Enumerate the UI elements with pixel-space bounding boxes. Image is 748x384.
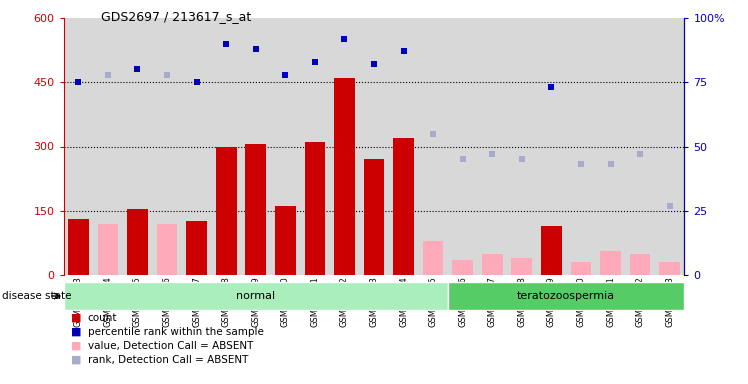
Bar (364, 159, 384, 275)
Bar (571, 262, 591, 275)
Text: disease state: disease state (2, 291, 72, 301)
Text: percentile rank within the sample: percentile rank within the sample (88, 327, 263, 337)
Bar (448, 282, 684, 310)
Bar (330, 18, 359, 275)
Text: ■: ■ (71, 341, 82, 351)
Text: ■: ■ (71, 327, 82, 337)
Text: ■: ■ (71, 313, 82, 323)
Bar (186, 222, 207, 275)
Bar (97, 223, 118, 275)
Bar (600, 252, 621, 275)
Bar (271, 18, 300, 275)
Bar (448, 18, 477, 275)
Bar (423, 241, 444, 275)
Bar (595, 18, 625, 275)
Bar (156, 223, 177, 275)
Bar (212, 18, 241, 275)
Bar (507, 18, 536, 275)
Bar (300, 18, 330, 275)
Bar (275, 207, 295, 275)
Text: teratozoospermia: teratozoospermia (517, 291, 615, 301)
Bar (245, 144, 266, 275)
Bar (123, 18, 153, 275)
Bar (153, 18, 182, 275)
Bar (304, 142, 325, 275)
Bar (64, 282, 448, 310)
Bar (359, 18, 389, 275)
Bar (541, 226, 562, 275)
Bar (241, 18, 271, 275)
Bar (182, 18, 212, 275)
Bar (127, 209, 148, 275)
Bar (654, 18, 684, 275)
Bar (389, 18, 418, 275)
Bar (453, 260, 473, 275)
Bar (94, 18, 123, 275)
Text: GDS2697 / 213617_s_at: GDS2697 / 213617_s_at (101, 10, 251, 23)
Bar (625, 18, 654, 275)
Bar (418, 18, 448, 275)
Bar (566, 18, 595, 275)
Bar (334, 78, 355, 275)
Text: rank, Detection Call = ABSENT: rank, Detection Call = ABSENT (88, 355, 248, 365)
Bar (659, 262, 680, 275)
Text: ■: ■ (71, 355, 82, 365)
Bar (393, 138, 414, 275)
Text: normal: normal (236, 291, 275, 301)
Bar (68, 219, 89, 275)
Bar (512, 258, 532, 275)
Bar (64, 18, 94, 275)
Bar (536, 18, 566, 275)
Bar (630, 253, 651, 275)
Text: value, Detection Call = ABSENT: value, Detection Call = ABSENT (88, 341, 253, 351)
Bar (477, 18, 507, 275)
Bar (216, 147, 236, 275)
Text: count: count (88, 313, 117, 323)
Bar (482, 253, 503, 275)
